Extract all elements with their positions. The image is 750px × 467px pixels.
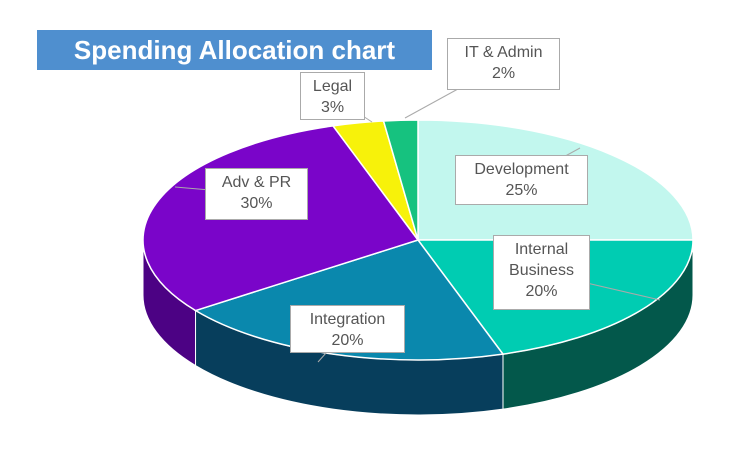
value-label: 3% xyxy=(320,99,345,116)
category-label: Legal xyxy=(312,78,353,95)
category-label: IT & Admin xyxy=(464,44,543,61)
value-label: 20% xyxy=(331,332,364,349)
data-label: Adv & PR 30% xyxy=(205,168,308,220)
data-label: IT & Admin 2% xyxy=(447,38,560,90)
category-label: Adv & PR xyxy=(221,174,292,191)
slice xyxy=(193,239,505,361)
category-label: Integration xyxy=(309,311,386,328)
data-label: Legal 3% xyxy=(300,72,365,120)
data-label: Development 25% xyxy=(455,155,588,205)
chart-title: Spending Allocation chart xyxy=(37,30,432,70)
value-label: 2% xyxy=(491,65,516,82)
value-label: 25% xyxy=(505,182,538,199)
data-label: Integration 20% xyxy=(290,305,405,353)
data-label: Internal Business 20% xyxy=(493,235,590,310)
value-label: 30% xyxy=(240,195,273,212)
slice xyxy=(382,119,419,241)
category-label: Development xyxy=(474,161,569,178)
value-label: 20% xyxy=(525,283,558,300)
category-label: Internal Business xyxy=(509,241,574,279)
